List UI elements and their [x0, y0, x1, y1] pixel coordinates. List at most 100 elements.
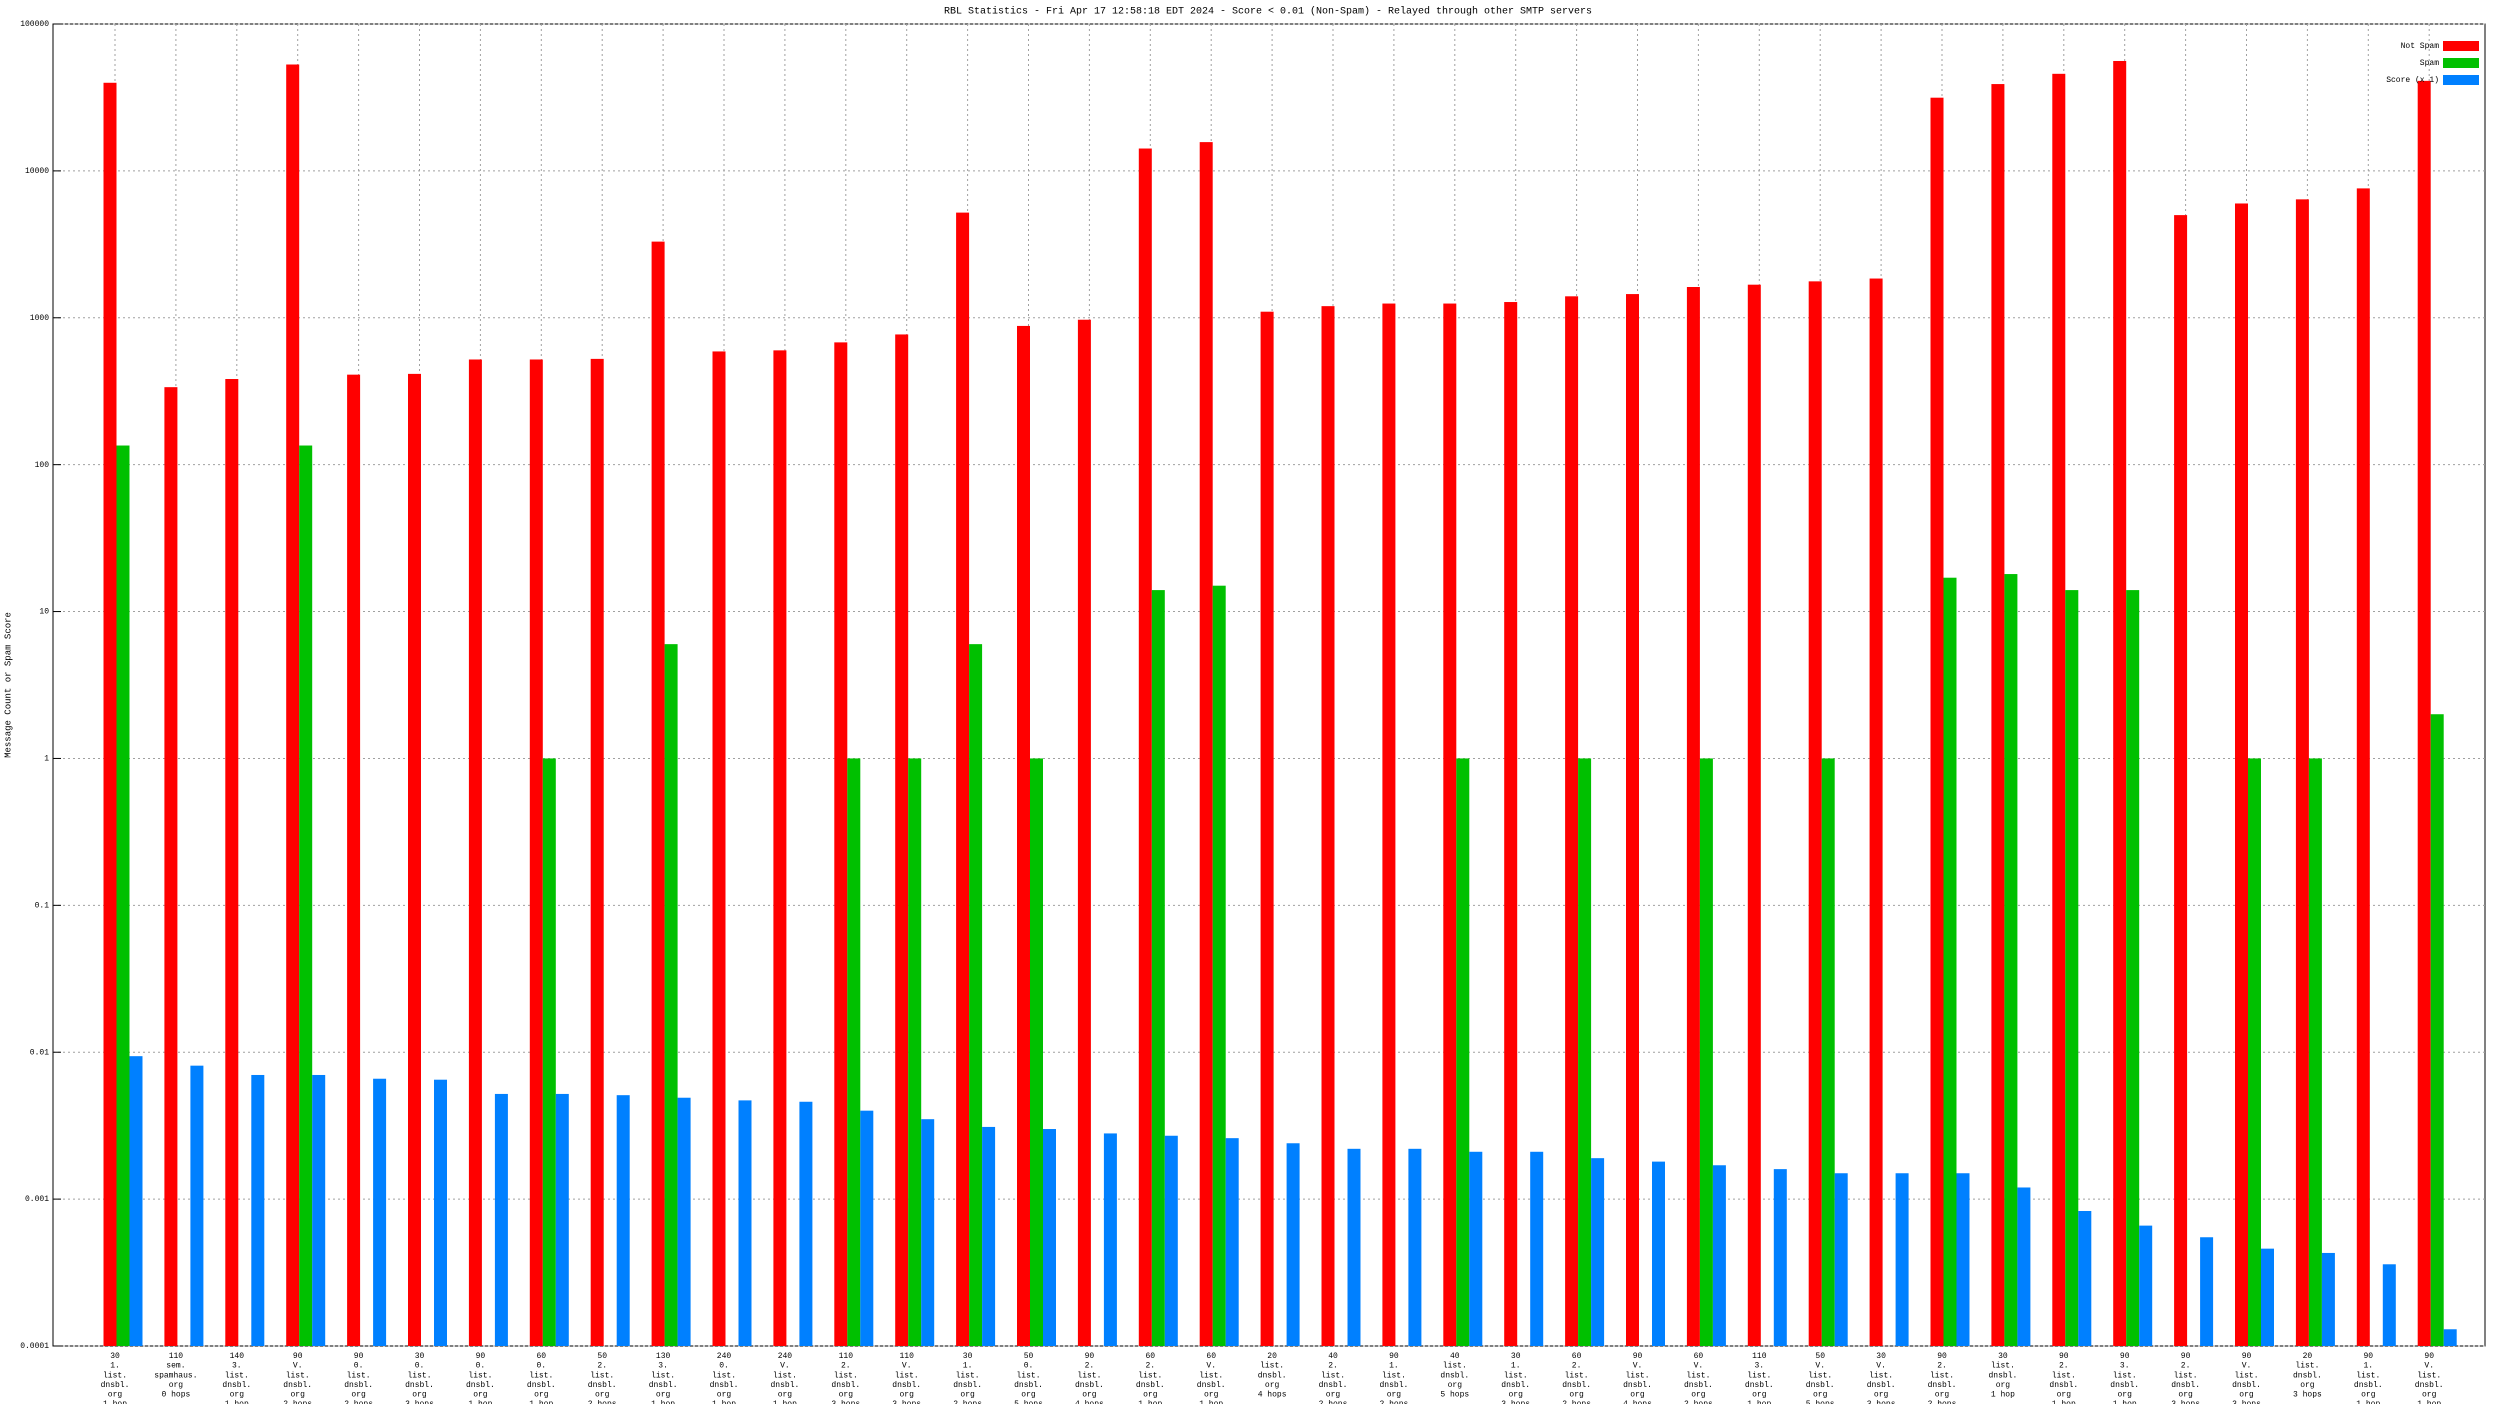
x-tick-label: org: [351, 1391, 366, 1400]
x-tick-label: 2.: [1937, 1362, 1947, 1371]
x-tick-label: dnsbl.: [344, 1381, 373, 1390]
x-tick-label: org: [717, 1391, 732, 1400]
x-tick-label: V.: [1694, 1362, 1704, 1371]
x-tick-label: 1.: [1389, 1362, 1399, 1371]
x-tick-label: 240: [778, 1352, 793, 1361]
bar: [860, 1110, 874, 1346]
x-tick-label: 240: [717, 1352, 732, 1361]
x-tick-label: list.: [2113, 1371, 2137, 1380]
x-tick-label: 0.: [354, 1362, 364, 1371]
x-tick-label: 2.: [1572, 1362, 1582, 1371]
x-tick-label: dnsbl.: [1136, 1381, 1165, 1390]
bar: [1164, 1135, 1178, 1346]
x-tick-label: org: [412, 1391, 427, 1400]
bar: [2382, 1264, 2396, 1346]
x-tick-label: 140: [230, 1352, 245, 1361]
legend-swatch: [2443, 41, 2479, 51]
x-tick-label: list.: [773, 1371, 797, 1380]
x-tick-label: 30: [963, 1352, 973, 1361]
x-tick-label: 60: [1206, 1352, 1216, 1361]
x-tick-label: V.: [1876, 1362, 1886, 1371]
x-tick-label: dnsbl.: [1319, 1381, 1348, 1390]
bar: [2017, 1187, 2031, 1346]
x-tick-label: 0.: [476, 1362, 486, 1371]
x-tick-label: 110: [899, 1352, 914, 1361]
x-tick-label: 60: [1572, 1352, 1582, 1361]
y-tick-label: 0.0001: [20, 1342, 49, 1351]
x-tick-label: org: [839, 1391, 854, 1400]
bar: [2443, 1329, 2457, 1346]
x-tick-label: list.: [1504, 1371, 1528, 1380]
x-tick-label: org: [1813, 1391, 1828, 1400]
x-tick-label: 3 hops: [405, 1400, 434, 1404]
x-tick-label: 1 hop: [1199, 1400, 1223, 1404]
x-tick-label: list.: [895, 1371, 919, 1380]
x-tick-label: org: [2361, 1391, 2376, 1400]
y-tick-label: 0.001: [25, 1195, 49, 1204]
bar: [286, 64, 300, 1346]
x-tick-label: list.: [1443, 1362, 1467, 1371]
x-tick-label: list.: [2417, 1371, 2441, 1380]
x-tick-label: 1 hop: [651, 1400, 675, 1404]
x-tick-label: list.: [1808, 1371, 1832, 1380]
bar: [2321, 1252, 2335, 1346]
bar: [1103, 1133, 1117, 1346]
bar: [2308, 758, 2322, 1346]
bar: [1895, 1173, 1909, 1346]
x-tick-label: 90: [2363, 1352, 2373, 1361]
bar: [2200, 1237, 2214, 1346]
bar: [434, 1079, 447, 1346]
bar: [616, 1095, 630, 1346]
x-tick-label: org: [1448, 1381, 1463, 1390]
x-tick-label: dnsbl.: [1258, 1371, 1287, 1380]
bar: [1686, 287, 1700, 1347]
x-tick-label: 40: [1450, 1352, 1460, 1361]
x-tick-label: V.: [902, 1362, 912, 1371]
x-tick-label: org: [108, 1391, 123, 1400]
x-tick-label: 2 hops: [1928, 1400, 1957, 1404]
x-tick-label: dnsbl.: [101, 1381, 130, 1390]
x-tick-label: dnsbl.: [2171, 1381, 2200, 1390]
x-tick-label: 1 hop: [468, 1400, 492, 1404]
x-tick-label: dnsbl.: [710, 1381, 739, 1390]
x-tick-label: 5 hops: [1014, 1400, 1043, 1404]
x-tick-label: list.: [347, 1371, 371, 1380]
x-tick-label: dnsbl.: [405, 1381, 434, 1390]
bar: [2113, 60, 2127, 1346]
x-tick-label: list.: [2174, 1371, 2198, 1380]
x-tick-label: dnsbl.: [770, 1381, 799, 1390]
bar: [1991, 84, 2005, 1346]
bar: [738, 1100, 752, 1346]
x-tick-label: org: [1752, 1391, 1767, 1400]
x-tick-label: dnsbl.: [466, 1381, 495, 1390]
x-tick-label: dnsbl.: [2232, 1381, 2261, 1390]
x-tick-label: V.: [780, 1362, 790, 1371]
x-tick-label: 1.: [963, 1362, 973, 1371]
x-tick-label: 2 hops: [588, 1400, 617, 1404]
x-tick-label: 90: [2242, 1352, 2252, 1361]
x-tick-label: list.: [286, 1371, 310, 1380]
x-tick-label: org: [1204, 1391, 1219, 1400]
x-tick-label: dnsbl.: [1075, 1381, 1104, 1390]
x-tick-label: list.: [1138, 1371, 1162, 1380]
x-tick-label: 110: [839, 1352, 854, 1361]
x-tick-label: 1 hop: [712, 1400, 736, 1404]
x-tick-label: 3 hops: [2293, 1391, 2322, 1400]
bar: [2052, 73, 2066, 1347]
x-tick-label: dnsbl.: [2415, 1381, 2444, 1390]
bar: [225, 379, 239, 1347]
x-tick-label: list.: [1991, 1362, 2015, 1371]
x-tick-label: 2 hops: [1562, 1400, 1591, 1404]
x-tick-label: org: [595, 1391, 610, 1400]
bar: [956, 212, 970, 1346]
bar: [1930, 97, 1944, 1346]
x-tick-label: list.: [956, 1371, 980, 1380]
x-tick-label: 50: [597, 1352, 607, 1361]
bar: [1956, 1173, 1970, 1346]
x-tick-label: 3 hops: [1867, 1400, 1896, 1404]
x-tick-label: list.: [103, 1371, 127, 1380]
bar: [1456, 758, 1470, 1346]
x-tick-label: 90: [1389, 1352, 1399, 1361]
x-tick-label: 30: [415, 1352, 425, 1361]
